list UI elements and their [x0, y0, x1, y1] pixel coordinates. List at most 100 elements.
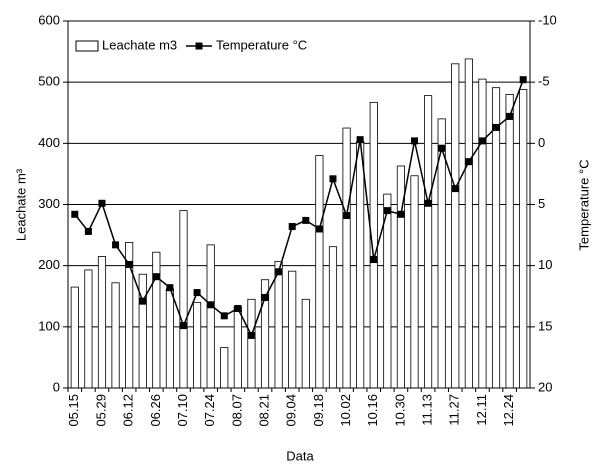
- bar: [464, 58, 473, 389]
- point: [152, 273, 160, 281]
- x-tick-label: 10.02: [338, 394, 353, 427]
- bar: [356, 141, 365, 389]
- x-tick-label: 07.10: [175, 394, 190, 427]
- point: [478, 137, 486, 145]
- point: [356, 136, 364, 144]
- y-tick-label: 0: [53, 379, 60, 394]
- bar: [478, 78, 487, 389]
- bar: [220, 347, 229, 389]
- y2-tick-label: -5: [538, 74, 550, 89]
- x-axis-label: Data: [286, 448, 314, 463]
- x-tick-label: 07.24: [202, 394, 217, 427]
- x-tick-label: 09.18: [311, 394, 326, 427]
- bar: [165, 288, 174, 389]
- x-tick-label: 05.29: [93, 394, 108, 427]
- point: [275, 268, 283, 276]
- y2-tick-label: 10: [538, 257, 552, 272]
- bar: [138, 273, 147, 389]
- bar: [152, 251, 161, 389]
- bar: [315, 155, 324, 389]
- bar: [70, 286, 79, 389]
- bar: [383, 193, 392, 389]
- point: [315, 225, 323, 233]
- point: [370, 256, 378, 264]
- bar: [233, 306, 242, 389]
- legend-label: Leachate m3: [102, 37, 177, 52]
- bar: [328, 246, 338, 389]
- y-axis-label: Leachate m³: [13, 168, 28, 241]
- temperature-line: [74, 79, 524, 338]
- x-tick-label: 10.16: [365, 394, 380, 427]
- point: [492, 123, 500, 131]
- x-tick-label: 06.26: [148, 394, 163, 427]
- bar: [505, 94, 514, 389]
- x-tick-label: 09.04: [284, 394, 299, 427]
- bar: [451, 63, 460, 389]
- bar: [274, 260, 283, 389]
- legend-swatch: [75, 40, 99, 52]
- point: [465, 158, 473, 166]
- bar: [519, 89, 528, 389]
- x-tick-label: 11.13: [420, 394, 435, 426]
- y-tick-label: 200: [38, 257, 60, 272]
- point: [234, 304, 242, 312]
- point: [329, 175, 337, 183]
- bar: [111, 282, 120, 389]
- point: [519, 76, 527, 84]
- point: [207, 301, 215, 309]
- x-tick-label: 06.12: [121, 394, 136, 427]
- point: [506, 112, 514, 120]
- point: [247, 331, 255, 339]
- bar: [206, 244, 215, 389]
- y2-tick-label: 15: [538, 318, 552, 333]
- x-tick-label: 08.07: [229, 394, 244, 427]
- x-tick-label: 08.21: [256, 394, 271, 427]
- y-tick-label: 100: [38, 318, 60, 333]
- bar: [84, 269, 93, 389]
- x-tick-label: 11.27: [447, 394, 462, 426]
- bar: [491, 87, 501, 389]
- point: [84, 227, 92, 235]
- point: [193, 289, 201, 297]
- x-tick-label: 12.11: [474, 394, 489, 426]
- y2-tick-label: 20: [538, 379, 552, 394]
- y-tick-label: 600: [38, 12, 60, 27]
- point: [261, 293, 269, 301]
- bar: [288, 270, 297, 389]
- y-tick-label: 400: [38, 135, 60, 150]
- point: [424, 199, 432, 207]
- y2-tick-label: -10: [538, 12, 557, 27]
- point: [180, 322, 187, 330]
- point: [71, 210, 79, 218]
- legend-label: Temperature °C: [216, 37, 307, 52]
- point: [451, 185, 459, 193]
- y-tick-label: 300: [38, 196, 60, 211]
- point: [343, 212, 351, 220]
- point: [220, 312, 228, 320]
- bar: [179, 210, 188, 389]
- point: [383, 207, 391, 215]
- bar: [97, 256, 107, 389]
- bar: [301, 298, 310, 389]
- x-tick-label: 10.30: [392, 394, 407, 427]
- y2-tick-label: 0: [538, 135, 545, 150]
- point: [125, 260, 133, 268]
- bar: [410, 175, 419, 389]
- y-tick-label: 500: [38, 74, 60, 89]
- point: [397, 210, 405, 218]
- point: [112, 241, 120, 249]
- point: [98, 199, 106, 207]
- legend-marker: [195, 42, 203, 50]
- bar: [193, 301, 202, 389]
- x-tick-label: 05.15: [66, 394, 81, 427]
- y2-axis-label: Temperature °C: [576, 159, 591, 250]
- point: [166, 284, 174, 292]
- point: [411, 137, 418, 145]
- point: [438, 144, 446, 152]
- bar: [342, 127, 351, 389]
- y2-tick-label: 5: [538, 196, 545, 211]
- point: [139, 297, 147, 305]
- bar: [424, 95, 433, 389]
- x-tick-label: 12.24: [501, 394, 516, 427]
